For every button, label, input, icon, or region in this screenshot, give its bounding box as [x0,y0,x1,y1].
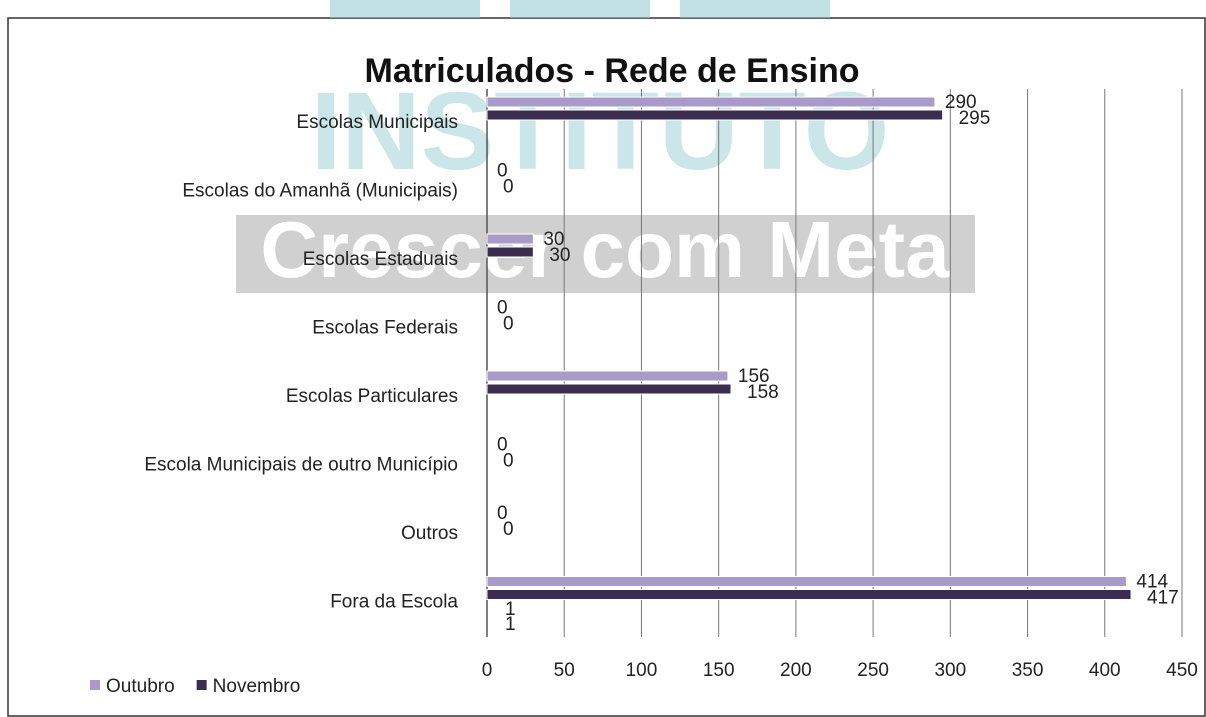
data-label: 30 [549,245,570,266]
annotation: 1 [505,599,516,620]
bar [486,109,944,121]
watermark: INSTITUTO Crescer com Meta [236,0,975,294]
data-label: 0 [503,177,514,198]
legend-label: Outubro [106,676,175,697]
bar [486,233,534,245]
data-label: 30 [543,229,564,250]
legend-label: Novembro [213,676,301,697]
watermark-text: INSTITUTO [311,70,890,193]
y-tick-label: Escolas Federais [312,318,458,339]
data-label: 290 [945,92,977,113]
data-label: 0 [497,435,508,456]
bar [486,246,534,258]
x-tick-label: 50 [554,660,575,681]
data-label: 0 [497,503,508,524]
watermark-band [236,215,975,293]
data-label: 0 [497,161,508,182]
x-tick-label: 350 [1012,660,1044,681]
bar [486,370,729,382]
x-tick-label: 100 [626,660,658,681]
data-label: 0 [503,451,514,472]
data-label: 0 [503,314,514,335]
y-tick-label: Escolas do Amanhã (Municipais) [182,181,458,202]
x-tick-label: 450 [1166,660,1198,681]
chart-title: Matriculados - Rede de Ensino [365,52,860,90]
data-label: 0 [503,519,514,540]
data-label: 0 [497,298,508,319]
y-tick-label: Escolas Municipais [296,112,458,133]
data-label: 158 [747,382,779,403]
y-tick-label: Fora da Escola [330,592,458,613]
x-tick-label: 250 [857,660,889,681]
x-tick-label: 200 [780,660,812,681]
x-tick-label: 150 [703,660,735,681]
y-tick-label: Escolas Particulares [286,386,458,407]
x-tick-label: 400 [1089,660,1121,681]
watermark-text: Crescer com Meta [260,205,950,294]
y-tick-label: Outros [401,523,458,544]
y-tick-label: Escola Municipais de outro Município [144,455,458,476]
data-label: 414 [1136,572,1168,593]
bar [486,576,1127,587]
data-label: 156 [738,366,770,387]
legend-swatch [90,680,100,690]
bar [486,96,936,108]
watermark-block [330,0,480,18]
y-tick-label: Escolas Estaduais [303,249,458,270]
bar [486,589,1132,600]
annotation: 1 [505,614,516,635]
data-label: 417 [1147,588,1179,609]
bar [486,383,732,395]
x-tick-label: 0 [482,660,493,681]
watermark-block [510,0,650,18]
watermark-block [680,0,830,18]
x-tick-label: 300 [934,660,966,681]
legend-swatch [196,680,207,690]
data-label: 295 [959,108,991,129]
